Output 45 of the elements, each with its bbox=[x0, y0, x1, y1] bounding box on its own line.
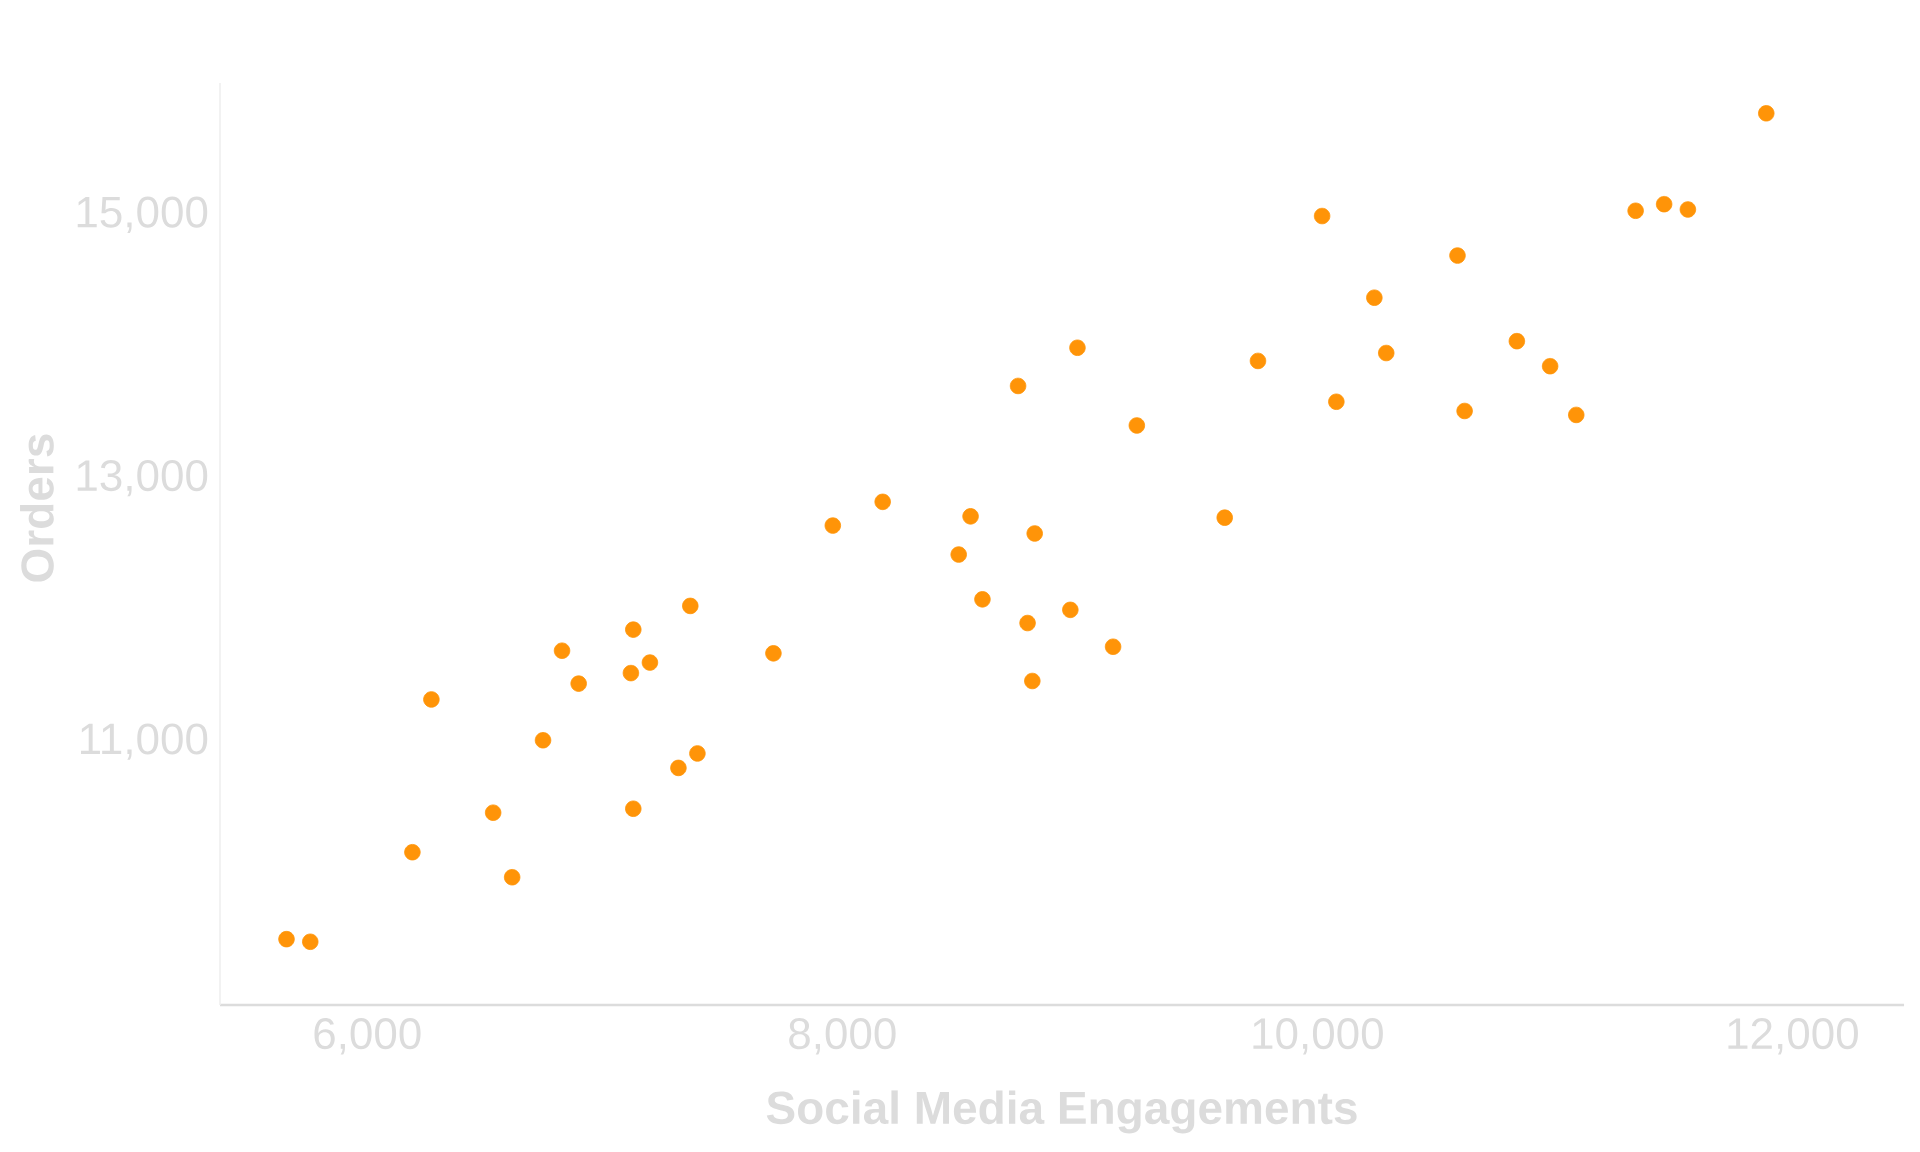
point bbox=[974, 591, 991, 608]
point bbox=[625, 621, 642, 638]
point bbox=[689, 745, 706, 762]
point bbox=[1024, 672, 1041, 690]
point bbox=[1541, 357, 1559, 375]
point bbox=[765, 645, 782, 662]
point bbox=[1378, 344, 1395, 362]
point bbox=[553, 642, 571, 659]
point bbox=[622, 664, 640, 682]
point bbox=[1655, 195, 1673, 213]
point bbox=[484, 804, 502, 821]
point bbox=[1069, 339, 1086, 356]
point bbox=[874, 493, 891, 511]
point bbox=[1128, 417, 1146, 434]
point bbox=[962, 508, 979, 525]
point bbox=[1216, 509, 1233, 526]
point bbox=[1679, 201, 1697, 218]
point bbox=[423, 691, 440, 708]
point bbox=[1568, 406, 1585, 424]
point bbox=[503, 869, 521, 886]
point bbox=[1104, 638, 1122, 655]
point bbox=[1249, 352, 1267, 370]
point bbox=[534, 732, 552, 749]
point bbox=[1627, 202, 1644, 219]
point bbox=[278, 930, 295, 948]
point bbox=[302, 933, 319, 950]
point bbox=[1456, 402, 1473, 420]
point bbox=[1062, 601, 1079, 619]
point bbox=[950, 546, 967, 563]
point bbox=[1449, 247, 1466, 264]
point bbox=[1313, 207, 1331, 225]
point bbox=[824, 517, 842, 534]
point bbox=[1328, 393, 1345, 410]
point bbox=[1009, 377, 1027, 395]
point bbox=[404, 844, 421, 861]
point bbox=[641, 654, 659, 671]
point bbox=[1366, 289, 1383, 306]
point bbox=[570, 675, 587, 692]
point bbox=[670, 759, 687, 777]
point bbox=[625, 800, 642, 817]
point bbox=[1508, 332, 1526, 350]
point bbox=[1758, 105, 1775, 122]
point bbox=[1019, 614, 1036, 632]
point bbox=[682, 597, 699, 615]
point bbox=[1026, 525, 1043, 542]
